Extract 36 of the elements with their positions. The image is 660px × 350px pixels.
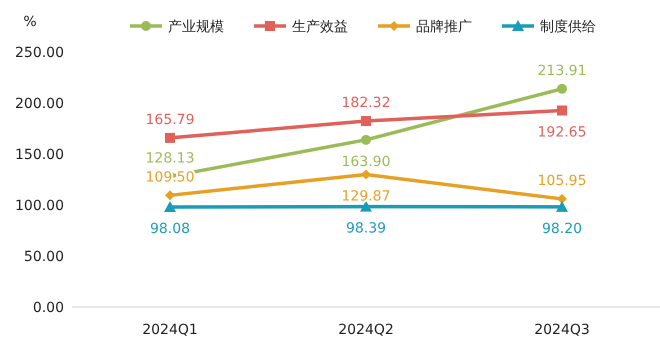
data-label: 213.91 bbox=[538, 62, 586, 79]
y-axis-title: % bbox=[23, 14, 37, 30]
y-tick-label: 100.00 bbox=[15, 198, 64, 214]
data-label: 192.65 bbox=[538, 124, 586, 140]
y-tick-label: 50.00 bbox=[24, 249, 64, 265]
x-tick-label: 2024Q1 bbox=[142, 322, 198, 338]
legend-label: 生产效益 bbox=[292, 19, 348, 35]
point bbox=[165, 132, 175, 143]
point bbox=[361, 170, 371, 180]
point bbox=[361, 116, 371, 126]
data-label: 98.08 bbox=[150, 220, 190, 237]
point bbox=[361, 134, 371, 145]
point bbox=[557, 194, 567, 204]
legend-label: 品牌推广 bbox=[416, 19, 472, 35]
y-tick-label: 200.00 bbox=[15, 96, 64, 112]
y-tick-label: 250.00 bbox=[15, 45, 64, 61]
data-label: 128.13 bbox=[146, 150, 194, 166]
point bbox=[360, 200, 372, 212]
legend-label: 制度供给 bbox=[540, 19, 596, 35]
data-label: 98.39 bbox=[346, 220, 386, 237]
y-tick-label: 0.00 bbox=[32, 300, 64, 316]
legend-label: 产业规模 bbox=[168, 19, 224, 35]
x-tick-label: 2024Q2 bbox=[338, 322, 394, 338]
point bbox=[557, 84, 567, 94]
data-label: 182.32 bbox=[342, 95, 390, 112]
data-label: 105.95 bbox=[538, 172, 586, 189]
y-tick-label: 150.00 bbox=[15, 147, 64, 163]
data-label: 129.87 bbox=[342, 188, 390, 205]
x-tick-label: 2024Q3 bbox=[534, 322, 590, 338]
data-label: 165.79 bbox=[146, 112, 194, 128]
point bbox=[557, 105, 567, 116]
point bbox=[556, 200, 568, 212]
point bbox=[165, 190, 175, 200]
data-label: 163.90 bbox=[342, 154, 390, 170]
data-label: 98.20 bbox=[542, 220, 582, 237]
point bbox=[164, 200, 176, 212]
